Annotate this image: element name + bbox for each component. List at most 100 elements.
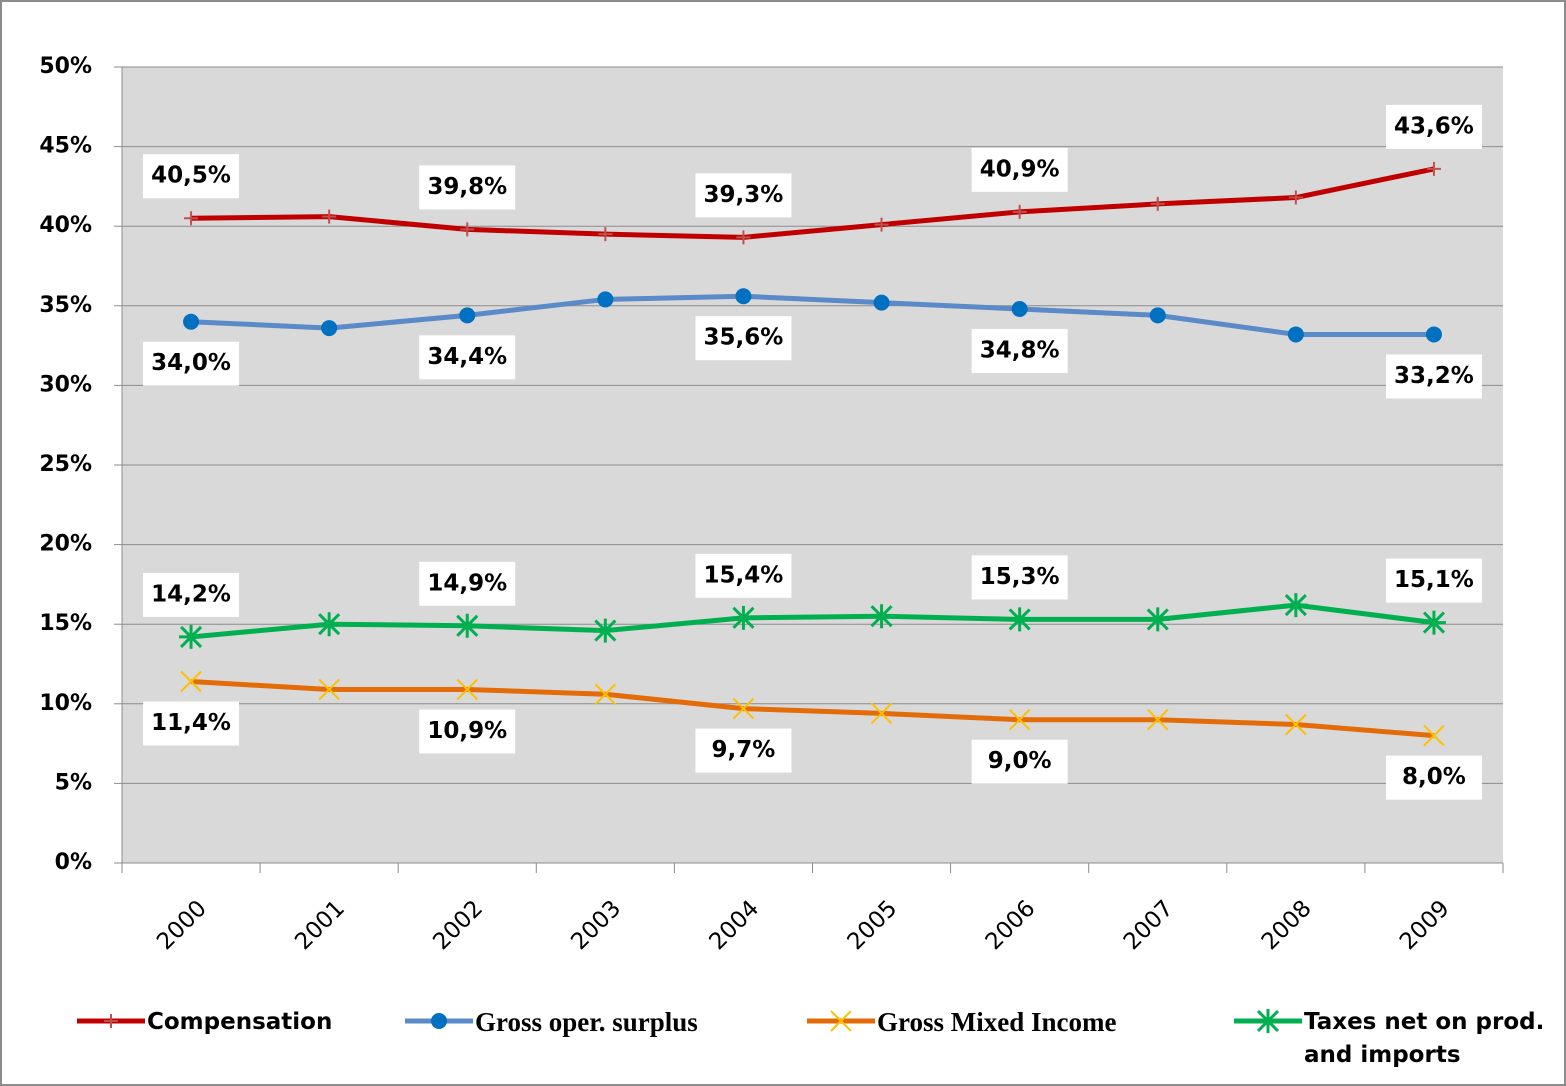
x-tick-label: 2004: [705, 895, 765, 955]
data-point: [1011, 300, 1028, 317]
data-point: [1285, 713, 1307, 736]
data-point: [455, 613, 480, 638]
data-point: [731, 605, 756, 630]
data-label-box: [143, 572, 240, 617]
data-label: 15,1%: [1394, 567, 1474, 593]
x-tick-label: 2006: [981, 895, 1041, 955]
marker-shape: [180, 670, 202, 693]
data-point: [183, 313, 200, 330]
marker-shape: [1256, 1009, 1280, 1033]
marker-shape: [873, 294, 890, 311]
data-point: [1283, 593, 1308, 618]
data-point: [460, 222, 475, 237]
marker-shape: [731, 605, 756, 630]
marker-shape: [1283, 593, 1308, 618]
data-label: 39,8%: [427, 174, 507, 200]
legend-swatch: [807, 1010, 875, 1032]
marker-shape: [1008, 709, 1031, 731]
data-point: [318, 678, 340, 701]
data-point: [869, 604, 894, 629]
data-point: [1007, 607, 1032, 632]
y-tick-label: 25%: [39, 452, 92, 477]
marker-shape: [598, 227, 613, 242]
data-point: [184, 211, 199, 226]
legend-marker: [431, 1013, 447, 1029]
data-label-box: [971, 147, 1068, 192]
marker-shape: [456, 678, 478, 701]
marker-shape: [455, 613, 480, 638]
data-label-box: [695, 173, 792, 218]
marker-shape: [593, 618, 618, 643]
data-point: [1423, 724, 1445, 747]
marker-shape: [459, 307, 476, 324]
data-point: [735, 288, 752, 305]
data-point: [1008, 709, 1031, 731]
marker-shape: [597, 291, 614, 308]
data-label-box: [143, 341, 240, 386]
marker-shape: [869, 604, 894, 629]
data-label: 34,0%: [151, 350, 231, 376]
legend-item: Gross oper. surplus: [403, 1006, 698, 1076]
data-label-box: [971, 328, 1068, 373]
data-label-box: [143, 701, 240, 746]
marker-shape: [830, 1010, 852, 1032]
x-tick-label: 2009: [1395, 895, 1455, 955]
x-tick-label: 2008: [1257, 895, 1317, 955]
data-label: 14,9%: [427, 570, 507, 596]
data-point: [736, 230, 751, 245]
legend-item: Compensation: [75, 1006, 332, 1076]
x-tick-label: 2005: [843, 895, 903, 955]
data-point: [1426, 161, 1441, 176]
marker-shape: [736, 230, 751, 245]
data-label: 43,6%: [1394, 113, 1474, 139]
data-label-box: [695, 553, 792, 598]
data-label: 14,2%: [151, 581, 231, 607]
data-label-box: [419, 165, 516, 210]
data-label: 35,6%: [704, 325, 784, 351]
x-tick-label: 2000: [152, 895, 212, 955]
marker-shape: [1287, 326, 1304, 343]
y-tick-label: 0%: [55, 850, 92, 875]
series-line: [191, 166, 1435, 240]
data-point: [870, 702, 893, 725]
data-label-box: [1385, 558, 1482, 603]
marker-shape: [460, 222, 475, 237]
series-line: [190, 679, 1435, 739]
series-line: [190, 602, 1435, 640]
data-point: [1147, 709, 1169, 731]
marker-shape: [1145, 607, 1170, 632]
marker-shape: [1007, 607, 1032, 632]
y-tick-label: 35%: [39, 293, 92, 318]
data-label-box: [971, 555, 1068, 600]
data-point: [1149, 307, 1166, 324]
x-tick-label: 2003: [566, 895, 626, 955]
marker-shape: [1421, 610, 1446, 635]
marker-shape: [431, 1013, 447, 1029]
data-point: [593, 618, 618, 643]
data-label-box: [971, 739, 1068, 784]
data-point: [1288, 190, 1303, 205]
marker-shape: [1288, 190, 1303, 205]
y-tick-label: 30%: [39, 372, 92, 397]
data-point: [873, 294, 890, 311]
data-label: 40,5%: [151, 163, 231, 189]
y-tick-label: 40%: [39, 213, 92, 238]
marker-shape: [1285, 713, 1307, 736]
data-label-box: [1385, 104, 1482, 149]
data-point: [1287, 326, 1304, 343]
marker-shape: [870, 702, 893, 725]
legend-label: Compensation: [147, 1009, 333, 1035]
marker-shape: [732, 697, 755, 720]
x-tick-label: 2001: [290, 895, 350, 955]
data-point: [1421, 610, 1446, 635]
data-label: 8,0%: [1402, 764, 1466, 790]
data-label: 9,0%: [988, 748, 1052, 774]
marker-shape: [104, 1014, 118, 1028]
legend-item: Taxes net on prod. and imports: [1232, 1006, 1554, 1076]
data-point: [594, 683, 617, 705]
data-label-box: [419, 709, 516, 754]
legend-marker: [1256, 1009, 1280, 1033]
legend-item: Gross Mixed Income: [805, 1006, 1116, 1076]
